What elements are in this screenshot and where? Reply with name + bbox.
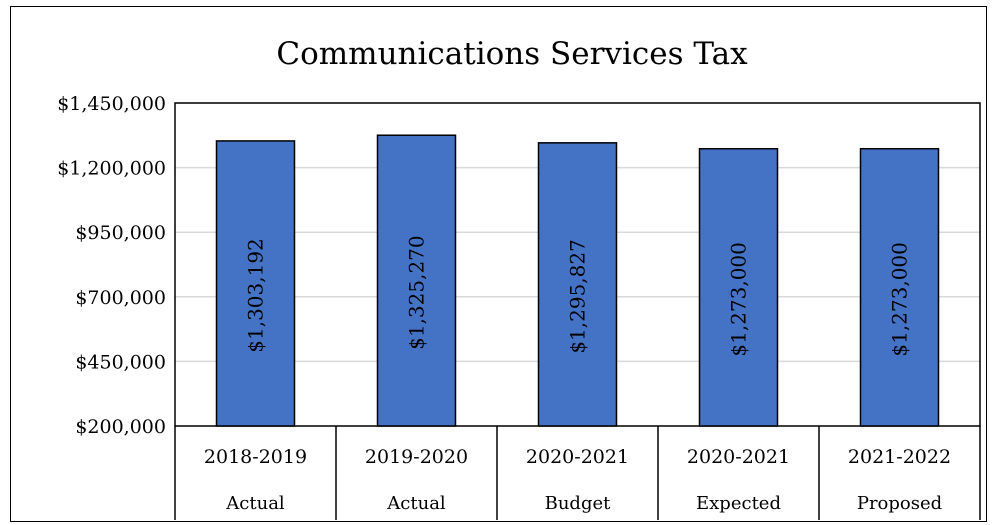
bar [859,147,940,427]
bar [215,140,296,427]
y-tick-label: $200,000 [75,416,166,438]
y-tick-label: $1,200,000 [57,158,166,180]
chart-title: Communications Services Tax [276,36,748,72]
y-tick-label: $700,000 [75,287,166,309]
bars [215,134,940,427]
y-tick-label: $950,000 [75,222,166,244]
bar [376,134,457,427]
x-category-label: 2020-2021 [526,446,629,468]
y-tick-label: $1,450,000 [57,93,166,115]
bar [698,147,779,427]
chart-frame [10,6,987,522]
data-label: $1,295,827 [566,239,590,354]
x-category-label: 2018-2019 [204,446,307,468]
x-subcategory-label: Budget [545,493,612,514]
x-category-label: 2021-2022 [848,446,951,468]
data-label: $1,273,000 [727,242,751,357]
x-subcategory-label: Actual [386,493,446,514]
x-subcategory-label: Actual [225,493,285,514]
x-subcategory-label: Expected [696,493,781,514]
x-category-label: 2019-2020 [365,446,468,468]
data-label: $1,303,192 [244,238,268,353]
data-labels: $1,303,192 $1,325,270 $1,295,827 $1,273,000… [244,235,912,356]
bar [537,142,618,427]
x-subcategory-label: Proposed [857,493,942,514]
x-axis: 2018-2019 Actual 2019-2020 Actual 2020-2021 B… [174,426,981,520]
grid-lines [174,102,981,427]
x-category-label: 2020-2021 [687,446,790,468]
data-label: $1,273,000 [888,242,912,357]
data-label: $1,325,270 [405,235,429,350]
y-tick-label: $450,000 [75,351,166,373]
y-axis-tick-labels: $200,000 $450,000 $700,000 $950,000 $1,200,0… [57,93,166,438]
